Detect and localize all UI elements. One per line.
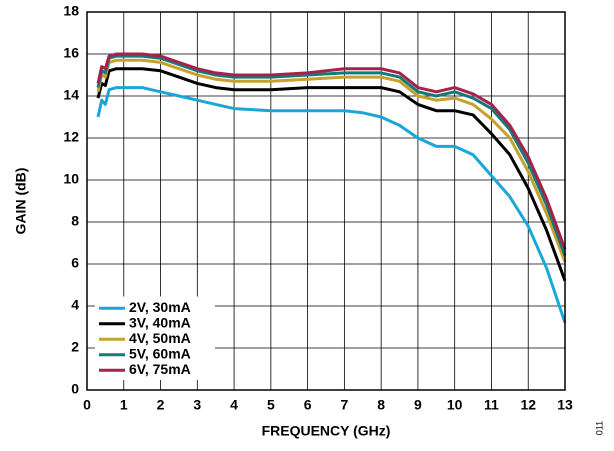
y-tick-label: 10 (63, 171, 79, 187)
y-tick-label: 0 (71, 381, 79, 397)
x-tick-label: 13 (557, 397, 573, 413)
data-line (96, 54, 567, 257)
y-axis-label: GAIN (dB) (13, 168, 29, 235)
legend-label: 4V, 50mA (129, 330, 191, 346)
x-axis-label: FREQUENCY (GHz) (262, 423, 391, 439)
y-tick-label: 4 (71, 297, 79, 313)
y-tick-label: 6 (71, 255, 79, 271)
x-tick-label: 7 (340, 397, 348, 413)
x-tick-label: 5 (267, 397, 275, 413)
x-tick-label: 11 (484, 397, 499, 413)
data-line (96, 86, 567, 324)
x-tick-label: 2 (157, 397, 165, 413)
y-tick-label: 16 (63, 45, 79, 61)
figure-number: 011 (594, 421, 604, 435)
data-line (96, 58, 567, 263)
x-tick-label: 6 (304, 397, 312, 413)
y-tick-label: 12 (63, 129, 79, 145)
data-line (96, 52, 567, 250)
legend-label: 6V, 75mA (129, 361, 191, 377)
x-tick-label: 10 (447, 397, 463, 413)
x-tick-label: 8 (377, 397, 385, 413)
data-line (96, 67, 567, 282)
x-tick-label: 3 (193, 397, 201, 413)
x-tick-label: 4 (230, 397, 238, 413)
legend-label: 5V, 60mA (129, 345, 191, 361)
y-tick-label: 2 (71, 339, 79, 355)
legend-label: 2V, 30mA (129, 299, 191, 315)
y-tick-label: 14 (63, 87, 79, 103)
plot-border (86, 11, 566, 391)
y-tick-label: 18 (63, 3, 79, 19)
y-tick-label: 8 (71, 213, 79, 229)
legend-label: 3V, 40mA (129, 314, 191, 330)
x-tick-label: 9 (414, 397, 422, 413)
x-tick-label: 1 (120, 397, 128, 413)
x-tick-label: 0 (83, 397, 91, 413)
x-tick-label: 12 (520, 397, 536, 413)
